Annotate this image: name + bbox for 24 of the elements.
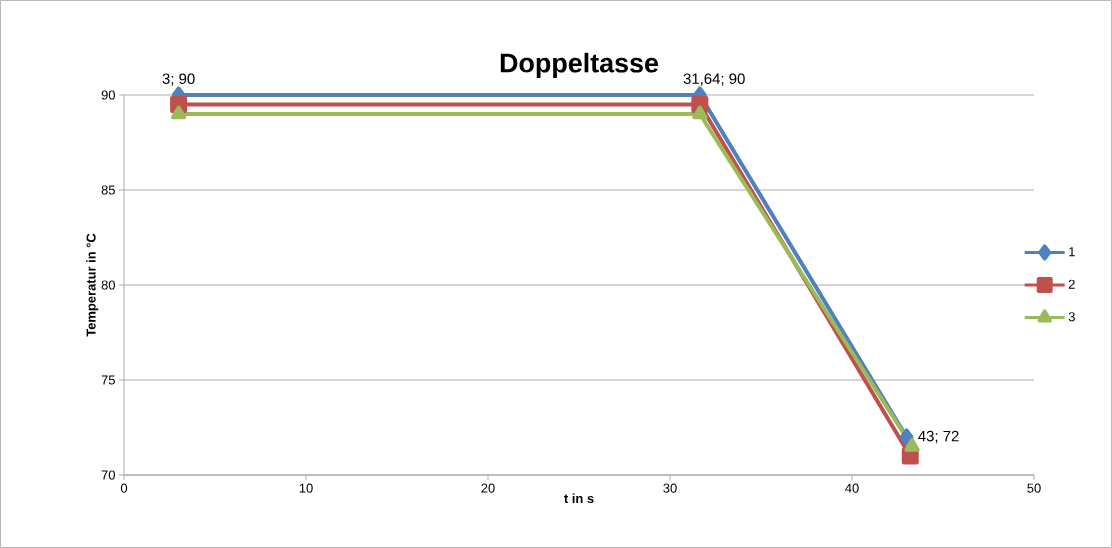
x-tick-label: 10 (299, 483, 313, 493)
point (899, 428, 914, 446)
x-tick-label: 0 (120, 483, 128, 493)
annotation: 43; 72 (918, 430, 959, 444)
legend-label: 3 (1068, 312, 1075, 322)
x-axis-title: t in s (564, 493, 594, 504)
y-tick-label: 90 (101, 90, 115, 100)
y-tick-label: 75 (101, 375, 115, 385)
point (904, 437, 920, 452)
point (170, 105, 187, 120)
annotation: 31,64; 90 (683, 73, 745, 86)
chart-title: Doppeltasse (500, 52, 659, 78)
legend-label: 2 (1068, 279, 1075, 289)
x-tick-label: 50 (1027, 483, 1041, 493)
y-tick-label: 70 (101, 470, 115, 480)
y-tick-label: 80 (101, 280, 115, 290)
x-tick-label: 40 (845, 483, 859, 493)
legend-label: 1 (1069, 247, 1075, 257)
x-tick-label: 20 (481, 483, 495, 493)
point (692, 105, 708, 120)
y-tick-label: 85 (101, 185, 115, 195)
y-axis-title: Temperatur in °C (86, 233, 99, 337)
annotation: 3; 90 (162, 73, 195, 86)
x-tick-label: 30 (663, 483, 677, 493)
